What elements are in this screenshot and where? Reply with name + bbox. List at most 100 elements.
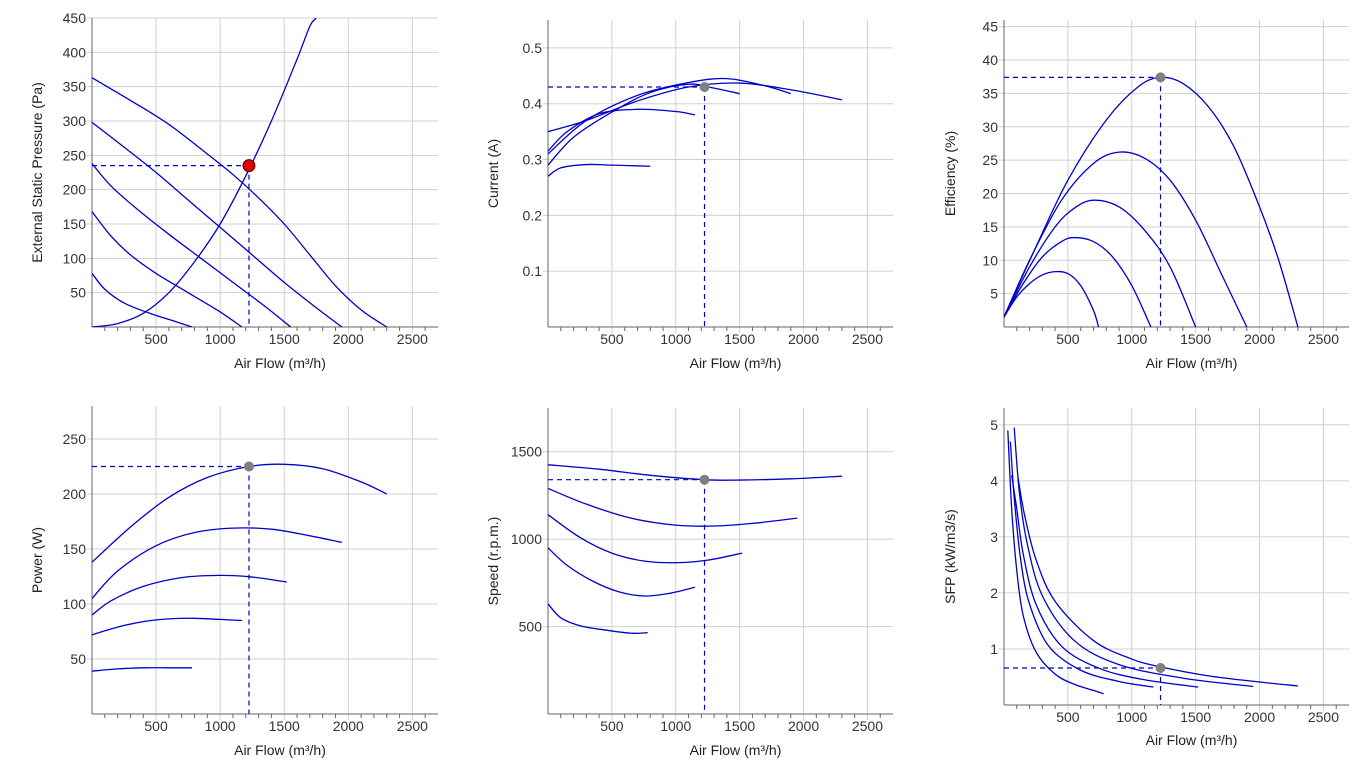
y-tick-label: 150	[63, 541, 87, 557]
x-tick-label: 2500	[852, 331, 883, 347]
x-tick-label: 2500	[1308, 709, 1339, 725]
y-tick-label: 45	[982, 19, 998, 35]
x-tick-label: 1500	[1180, 709, 1211, 725]
x-tick-label: 2000	[1244, 709, 1275, 725]
y-tick-label: 250	[63, 431, 87, 447]
series-line-4	[548, 77, 791, 155]
series-line-5	[1004, 76, 1299, 327]
y-tick-label: 10	[982, 252, 998, 268]
y-tick-label: 100	[63, 250, 87, 266]
y-axis-title: Power (W)	[29, 527, 45, 593]
series-line-4	[92, 211, 243, 327]
series-line-4	[1013, 427, 1254, 688]
y-tick-label: 400	[63, 44, 87, 60]
x-axis-title: Air Flow (m³/h)	[234, 742, 326, 758]
y-tick-label: 30	[982, 119, 998, 135]
series-line-1	[1004, 270, 1100, 327]
curves	[92, 18, 388, 327]
y-tick-label: 200	[63, 486, 87, 502]
curves	[1007, 427, 1298, 695]
chart-4: 500 1000 1500 2000 2500 50 100 150 200 250 Air Flo…	[29, 406, 438, 758]
series-line-3	[1004, 199, 1197, 327]
x-tick-label: 500	[600, 718, 624, 734]
x-tick-label: 2000	[788, 718, 819, 734]
series-line-2	[1009, 441, 1154, 688]
x-tick-label: 2500	[397, 331, 428, 347]
curves	[1004, 76, 1299, 327]
operating-point-marker[interactable]	[242, 159, 256, 173]
series-line-2	[92, 121, 343, 327]
operating-point-marker[interactable]	[699, 81, 710, 92]
x-tick-label: 1500	[724, 331, 755, 347]
series-line-1	[548, 603, 648, 634]
operating-point-marker[interactable]	[1155, 72, 1166, 83]
series-line-5	[92, 463, 388, 563]
x-tick-label: 1000	[1116, 331, 1147, 347]
series-line-1	[1007, 430, 1104, 695]
series-line-3	[92, 574, 287, 616]
series-line-4	[1004, 151, 1248, 327]
y-tick-label: 0.4	[523, 96, 543, 112]
y-tick-label: 0.5	[523, 40, 543, 56]
chart-5: 500 1000 1500 2000 2500 500 1000 1500 Air Flow (…	[485, 408, 893, 758]
y-axis-title: Speed (r.p.m.)	[485, 517, 501, 606]
y-tick-label: 2	[990, 585, 998, 601]
y-tick-label: 300	[63, 113, 87, 129]
y-tick-label: 150	[63, 216, 87, 232]
x-tick-label: 2500	[397, 718, 428, 734]
series-line-3	[92, 163, 292, 327]
x-axis-title: Air Flow (m³/h)	[234, 355, 326, 371]
chart-2: 500 1000 1500 2000 2500 0.1 0.2 0.3 0.4 0.5 Air Fl…	[485, 20, 893, 371]
operating-point-marker[interactable]	[699, 474, 710, 485]
series-line-3	[1011, 475, 1199, 688]
operating-point-marker[interactable]	[243, 461, 254, 472]
series-line-2	[92, 617, 242, 636]
series-line-3	[548, 83, 740, 166]
y-tick-label: 25	[982, 152, 998, 168]
chart-6: 500 1000 1500 2000 2500 1 2 3 4 5 Air Flow (m³/h) S…	[942, 408, 1349, 748]
x-tick-label: 500	[1056, 709, 1080, 725]
y-tick-label: 100	[63, 596, 87, 612]
operating-point-marker[interactable]	[1155, 663, 1166, 674]
series-line-5	[548, 82, 843, 133]
x-tick-label: 500	[144, 718, 168, 734]
x-tick-label: 1000	[1116, 709, 1147, 725]
x-axis-title: Air Flow (m³/h)	[1146, 732, 1238, 748]
x-tick-label: 500	[1056, 331, 1080, 347]
curves	[92, 463, 388, 672]
y-axis-title: Efficiency (%)	[942, 131, 958, 216]
y-tick-label: 35	[982, 85, 998, 101]
y-tick-label: 1000	[511, 531, 542, 547]
x-axis-title: Air Flow (m³/h)	[690, 742, 782, 758]
y-tick-label: 15	[982, 219, 998, 235]
y-tick-label: 350	[63, 79, 87, 95]
series-line-2	[1004, 236, 1152, 327]
series-line-4	[548, 487, 798, 527]
y-tick-label: 50	[70, 285, 86, 301]
x-axis-title: Air Flow (m³/h)	[1146, 355, 1238, 371]
y-tick-label: 1500	[511, 444, 542, 460]
series-line-4	[92, 527, 343, 599]
y-tick-label: 1	[990, 641, 998, 657]
y-tick-label: 200	[63, 182, 87, 198]
x-tick-label: 1000	[660, 331, 691, 347]
y-axis-title: Current (A)	[485, 139, 501, 208]
y-tick-label: 20	[982, 186, 998, 202]
curves	[548, 77, 843, 177]
x-tick-label: 500	[600, 331, 624, 347]
x-tick-label: 2500	[1308, 331, 1339, 347]
y-tick-label: 3	[990, 529, 998, 545]
curves	[548, 464, 842, 634]
y-tick-label: 50	[70, 651, 86, 667]
x-tick-label: 2000	[333, 718, 364, 734]
series-line-5	[92, 273, 193, 327]
x-tick-label: 1000	[660, 718, 691, 734]
y-tick-label: 250	[63, 147, 87, 163]
x-tick-label: 500	[144, 331, 168, 347]
x-tick-label: 2000	[1244, 331, 1275, 347]
x-axis-title: Air Flow (m³/h)	[690, 355, 782, 371]
series-line-1	[92, 667, 192, 672]
series-line-6	[92, 18, 317, 327]
chart-3: 500 1000 1500 2000 2500 5 10 15 20 25 30 35 40 45 Air …	[942, 19, 1349, 371]
